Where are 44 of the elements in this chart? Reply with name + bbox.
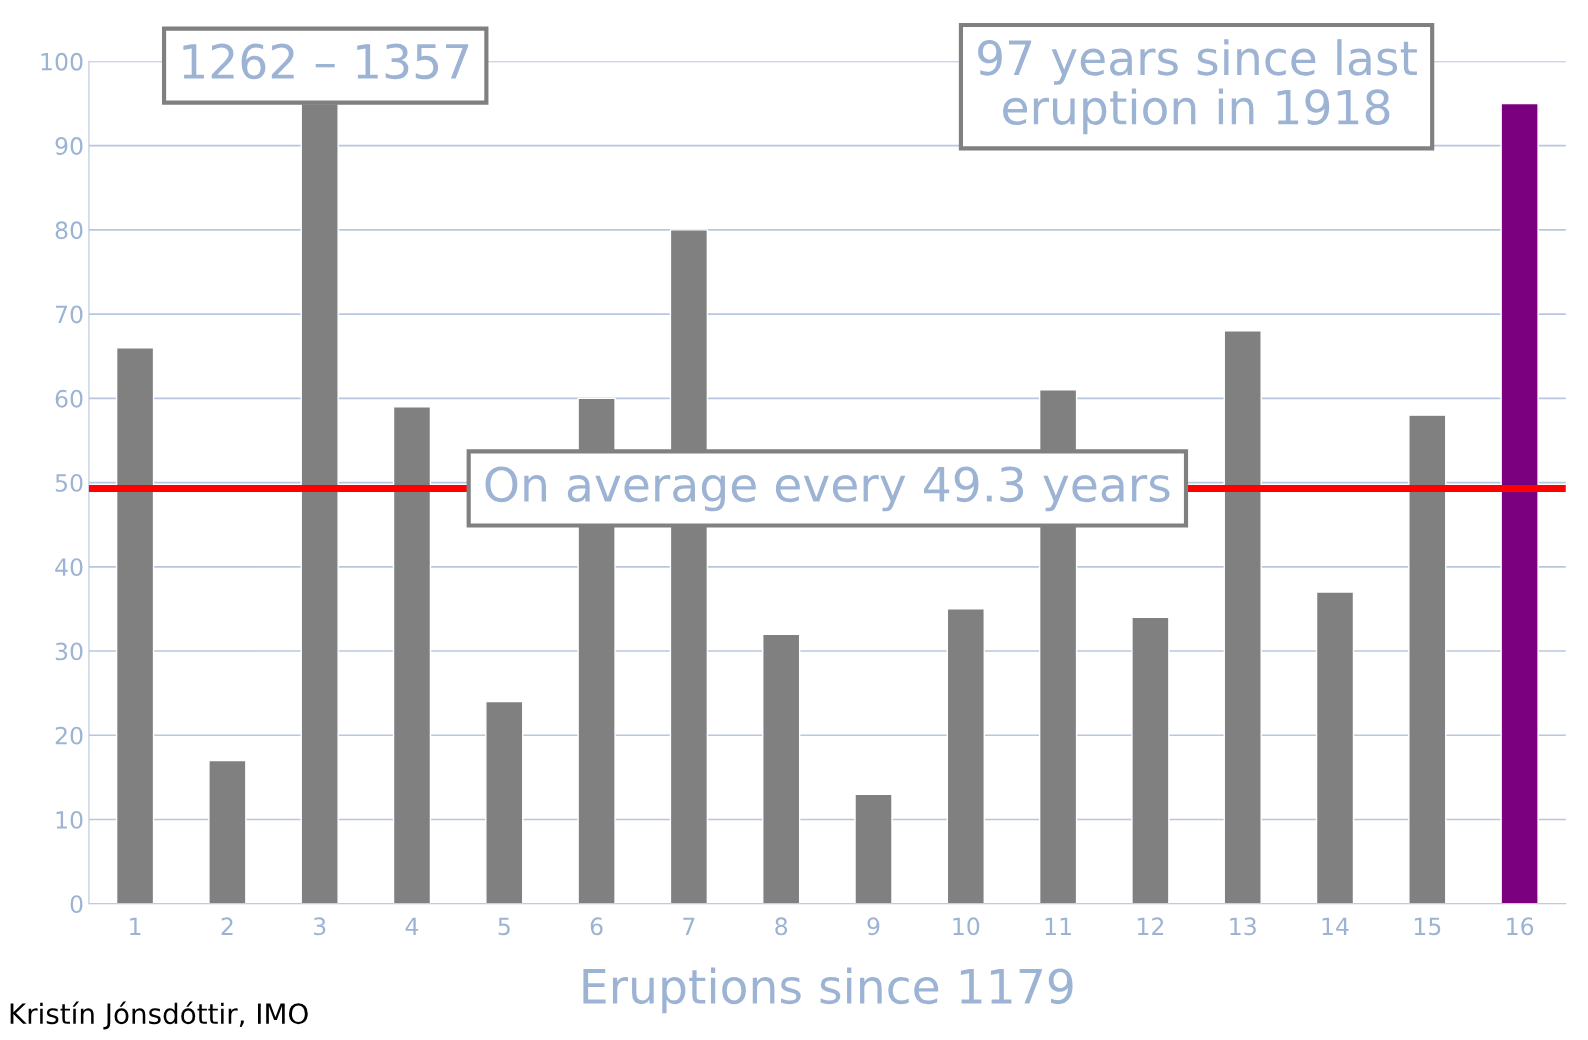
x-tick-label: 8 — [775, 917, 788, 936]
bar — [485, 700, 524, 904]
bar — [1500, 102, 1539, 904]
x-tick-label: 6 — [590, 917, 603, 936]
x-tick-label: 7 — [683, 917, 695, 935]
y-tick-label: 0 — [70, 895, 83, 914]
bar — [392, 406, 432, 904]
y-tick-label: 40 — [55, 558, 83, 577]
x-tick-label: 4 — [405, 917, 419, 935]
ref-line-label: On average every 49.3 years — [485, 466, 1170, 512]
y-tick-label: 100 — [41, 52, 83, 71]
bar — [946, 608, 985, 904]
bar — [208, 759, 247, 904]
bar — [1223, 330, 1262, 904]
x-tick-label: 16 — [1507, 917, 1534, 936]
x-tick-label: 11 — [1045, 917, 1071, 935]
x-axis-title: Eruptions since 1179 — [583, 967, 1073, 1014]
x-tick-label: 2 — [221, 917, 233, 935]
bar — [762, 633, 801, 904]
y-tick-label: 50 — [55, 474, 83, 492]
y-tick-label: 70 — [55, 305, 83, 324]
y-tick-label: 60 — [55, 389, 83, 408]
y-tick-label: 90 — [55, 137, 83, 155]
x-tick-label: 15 — [1414, 917, 1441, 936]
bar — [1131, 616, 1170, 904]
bar — [1315, 591, 1355, 904]
x-tick-label: 1 — [130, 917, 141, 935]
bar — [854, 793, 893, 904]
x-tick-label: 14 — [1322, 917, 1349, 935]
y-tick-label: 80 — [55, 221, 83, 240]
x-tick-label: 9 — [867, 917, 880, 936]
y-tick-label: 30 — [55, 642, 83, 661]
x-tick-label: 10 — [953, 917, 980, 936]
x-tick-label: 13 — [1230, 917, 1256, 936]
x-tick-label: 3 — [313, 917, 326, 936]
annotation: 97 years since last eruption in 1918 — [978, 39, 1417, 135]
annotation: 1262 – 1357 — [183, 43, 469, 80]
y-tick-label: 20 — [55, 726, 83, 745]
bar — [115, 347, 155, 904]
x-tick-label: 5 — [498, 917, 510, 936]
x-tick-label: 12 — [1137, 917, 1164, 935]
bar — [1408, 414, 1447, 904]
text: Kristín Jónsdóttir, IMO — [10, 1001, 308, 1030]
y-tick-label: 10 — [56, 810, 83, 829]
